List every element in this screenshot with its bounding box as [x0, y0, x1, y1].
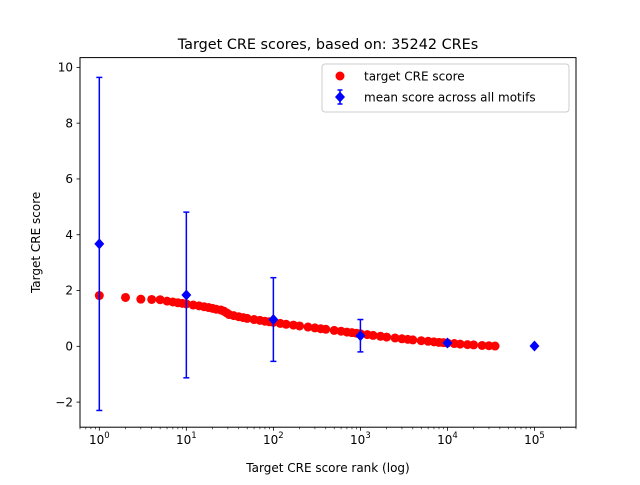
y-tick-label: 0: [65, 340, 73, 354]
y-tick-label: 2: [65, 284, 73, 298]
data-point: [368, 330, 378, 340]
data-point: [121, 292, 131, 302]
y-tick-label: 4: [65, 228, 73, 242]
y-tick-label: 10: [58, 61, 73, 75]
y-axis-label: Target CRE score: [29, 192, 43, 294]
data-point: [390, 333, 400, 343]
mean-point: [355, 330, 366, 342]
data-point: [382, 332, 392, 342]
y-tick-label: 8: [65, 116, 73, 130]
data-point: [321, 324, 331, 334]
data-point: [155, 295, 165, 305]
data-point: [477, 340, 487, 350]
x-tick-label: 100: [89, 431, 110, 447]
plot-layer: [94, 76, 540, 412]
x-tick-label: 103: [350, 431, 371, 447]
legend-label-mean-score: mean score across all motifs: [364, 91, 536, 105]
chart-title: Target CRE scores, based on: 35242 CREs: [177, 37, 478, 53]
x-tick-label: 101: [176, 431, 197, 447]
data-point: [303, 322, 313, 332]
data-point: [469, 340, 479, 350]
y-tick-label: −2: [55, 395, 73, 409]
x-tick-label: 104: [437, 431, 458, 447]
mean-point: [94, 238, 105, 250]
data-point: [329, 325, 339, 335]
data-point: [281, 319, 291, 329]
data-point: [136, 294, 146, 304]
legend-box: [321, 63, 570, 113]
axes-frame: [79, 57, 577, 428]
y-tick-label: 6: [65, 172, 73, 186]
data-point: [295, 321, 305, 331]
x-tick-label: 105: [524, 431, 545, 447]
legend-label-target-cre-score: target CRE score: [364, 70, 465, 84]
data-point: [416, 336, 426, 346]
mean-point: [181, 289, 192, 301]
data-point: [455, 339, 465, 349]
x-ticks: 100 101 102 103 104 105: [79, 427, 577, 447]
mean-point: [529, 340, 540, 352]
data-point: [408, 335, 418, 345]
x-tick-label: 102: [263, 431, 284, 447]
x-axis-label: Target CRE score rank (log): [245, 461, 409, 475]
data-point: [242, 313, 252, 323]
legend-marker-mean-score: [335, 91, 345, 103]
legend-marker-target-cre-score: [335, 71, 345, 81]
data-point: [490, 341, 500, 351]
y-ticks: −2 0 2 4 6 8 10: [55, 61, 80, 409]
mean-point: [268, 314, 279, 326]
data-point: [147, 294, 157, 304]
mean-point: [442, 337, 453, 349]
legend: target CRE score mean score across all m…: [321, 63, 570, 113]
